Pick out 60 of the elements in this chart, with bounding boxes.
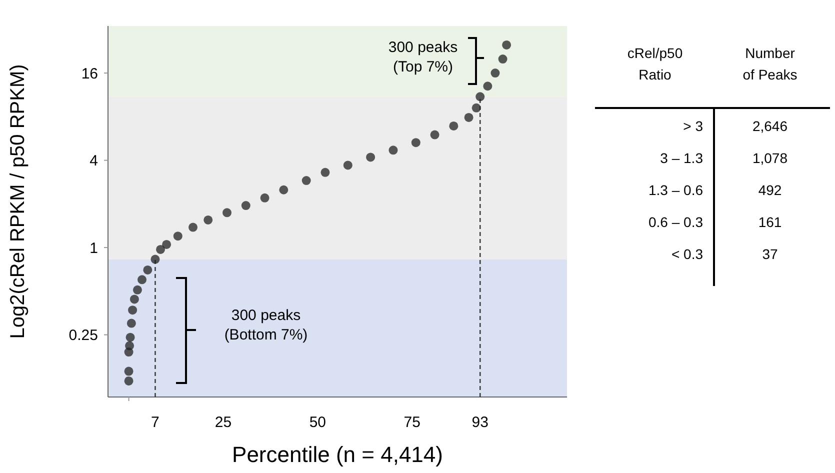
x-tick-label: 25 xyxy=(214,414,232,431)
point xyxy=(162,240,172,249)
x-tick-label: 7 xyxy=(151,414,160,431)
point xyxy=(343,160,352,170)
x-tick-label: 93 xyxy=(472,414,488,431)
point xyxy=(126,318,136,328)
point xyxy=(476,92,485,102)
point xyxy=(502,40,512,50)
annotation: 300 peaks (Top 7%) xyxy=(388,39,458,76)
point xyxy=(138,275,146,284)
point xyxy=(430,130,440,140)
x-tick-label: 75 xyxy=(404,414,420,431)
point xyxy=(132,285,142,294)
point xyxy=(188,222,198,232)
annotation: 300 peaks (Bottom 7%) xyxy=(224,307,308,344)
category-label: 0.6 – 0.3 xyxy=(648,214,704,230)
x-tick-label: 50 xyxy=(309,414,326,431)
y-axis-title: Log2(cRel RPKM / p50 RPKM) xyxy=(7,64,29,339)
point xyxy=(156,244,166,254)
category-label: 1.3 – 0.6 xyxy=(648,182,704,198)
category-label: 3 – 1.3 xyxy=(660,150,704,166)
point xyxy=(498,54,508,64)
point xyxy=(130,294,139,304)
point xyxy=(388,146,398,155)
text: 2,646 xyxy=(752,118,788,134)
y-tick-label: 1 xyxy=(90,240,98,257)
point xyxy=(472,103,481,112)
text: 161 xyxy=(758,214,782,230)
text: 492 xyxy=(758,182,782,198)
point xyxy=(128,306,138,315)
point xyxy=(302,176,311,186)
text: 1,078 xyxy=(752,150,788,166)
point xyxy=(204,215,213,224)
point xyxy=(411,138,420,148)
point xyxy=(124,376,134,386)
point xyxy=(173,232,182,241)
category-label: < 0.3 xyxy=(671,246,704,262)
point xyxy=(260,193,270,202)
point xyxy=(483,82,492,91)
point xyxy=(126,332,135,342)
point xyxy=(490,68,500,78)
point xyxy=(464,112,474,122)
point xyxy=(124,366,134,376)
point xyxy=(279,185,288,194)
x-axis-title: Percentile (n = 4,414) xyxy=(232,442,443,467)
point xyxy=(143,265,152,274)
y-tick-label: 4 xyxy=(90,152,98,170)
point xyxy=(125,341,134,350)
text: cRel/p50 Ratio xyxy=(627,45,683,83)
point xyxy=(320,168,330,177)
y-tick-label: 0.25 xyxy=(68,327,98,344)
y-tick-label: 16 xyxy=(81,65,98,82)
category-label: > 3 xyxy=(683,118,704,134)
point xyxy=(449,121,458,130)
text: 37 xyxy=(762,246,778,262)
point xyxy=(222,208,232,218)
point xyxy=(150,254,160,264)
point xyxy=(366,152,376,162)
text: Number of Peaks xyxy=(742,45,798,83)
point xyxy=(241,201,250,210)
